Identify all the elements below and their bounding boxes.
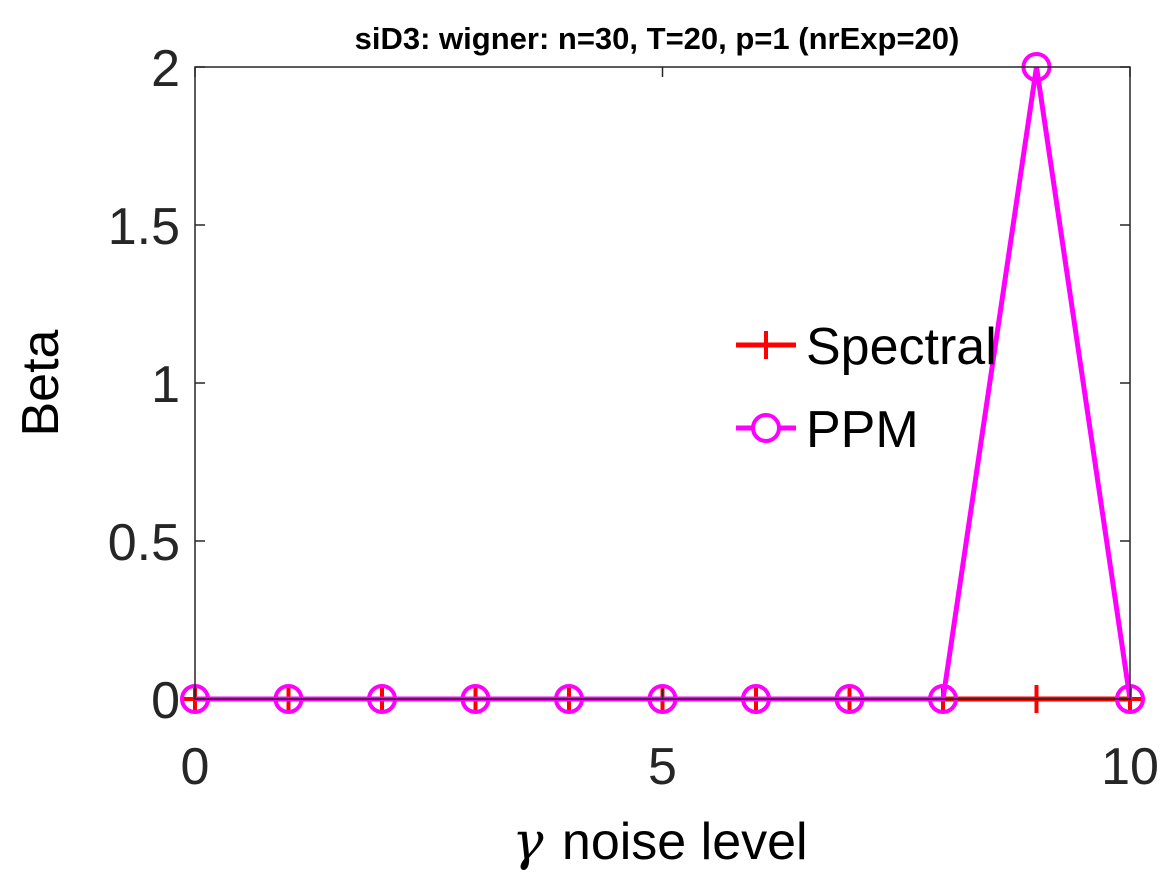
plot-area	[195, 67, 1130, 699]
x-axis-label-text: noise level	[562, 813, 808, 871]
y-tick-label: 2	[151, 40, 180, 98]
x-axis-label: γ noise level	[512, 812, 807, 872]
chart-title: siD3: wigner: n=30, T=20, p=1 (nrExp=20)	[355, 21, 960, 56]
x-axis-label-symbol: γ	[512, 812, 544, 872]
y-tick-label: 0	[151, 672, 180, 730]
y-tick-label: 1.5	[108, 198, 180, 256]
y-tick-label: 1	[151, 356, 180, 414]
legend-label-ppm: PPM	[806, 401, 919, 459]
y-axis-label: Beta	[12, 329, 70, 436]
tick-layer: 0 5 10 0 0.5 1 1.5 2	[108, 40, 1159, 796]
legend-marker-ppm	[751, 413, 781, 443]
y-tick-label: 0.5	[108, 514, 180, 572]
x-tick-label: 0	[181, 738, 210, 796]
legend-label-spectral: Spectral	[806, 318, 997, 376]
x-tick-label: 5	[648, 738, 677, 796]
legend: Spectral PPM	[736, 318, 997, 459]
x-tick-label: 10	[1101, 738, 1159, 796]
